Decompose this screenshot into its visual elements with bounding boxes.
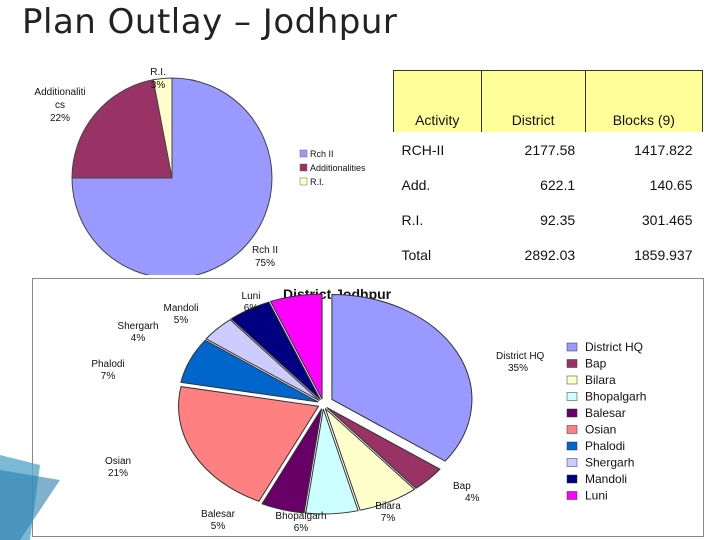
slice-label: cs (55, 100, 65, 111)
legend-swatch (566, 441, 578, 451)
table-row: RCH-II 2177.58 1417.822 (393, 132, 703, 167)
slice-label: Shergarh (117, 321, 158, 332)
legend-label: Luni (585, 489, 608, 503)
pie-slice (152, 77, 173, 179)
pie-slice (305, 408, 359, 515)
district-value: 2177.58 (481, 132, 586, 167)
pie-slice (261, 408, 323, 514)
row-label: R.I. (393, 202, 482, 237)
legend-label: Bhopalgarh (585, 390, 646, 404)
legend-swatch (566, 375, 578, 385)
legend-swatch (299, 163, 308, 172)
header-blocks: Blocks (9) (585, 70, 704, 132)
blocks-value: 140.65 (585, 167, 703, 202)
slice-label: Phalodi (91, 359, 124, 370)
legend-swatch (566, 474, 578, 484)
pie-slice (326, 406, 441, 489)
slice-label: Bhopalgarh (275, 511, 326, 522)
legend-swatch (566, 342, 578, 352)
district-value: 92.35 (481, 202, 586, 237)
outlay-pie-chart: Rch II 75% Additionaliti cs 22% R.I. 3% Rch II A… (34, 67, 366, 275)
legend-label: Shergarh (585, 456, 634, 470)
slice-percent: 6% (244, 303, 259, 314)
slice-label: Bilara (375, 501, 401, 512)
legend-swatch (566, 458, 578, 467)
slice-label: Bap (453, 481, 471, 492)
slice-percent: 4% (465, 493, 480, 504)
table-row: Total 2892.03 1859.937 (393, 237, 703, 272)
blocks-value: 301.465 (585, 202, 703, 237)
legend-swatch (566, 392, 578, 401)
legend-label: Mandoli (585, 472, 627, 486)
outlay-table: Activity District Blocks (9) RCH-II 2177… (393, 70, 704, 272)
slice-label: Balesar (201, 509, 236, 520)
slice-percent: 21% (108, 468, 128, 479)
legend-label: R.I. (310, 177, 324, 187)
legend-swatch (566, 425, 578, 434)
slice-label: Additionaliti (34, 87, 85, 98)
slice-percent: 22% (50, 113, 70, 124)
legend-swatch (566, 359, 578, 368)
pie-slice (180, 339, 319, 403)
legend-label: Bap (585, 357, 607, 371)
slice-label: Rch II (252, 245, 278, 256)
pie-slice (71, 79, 173, 179)
pie-slice (230, 301, 321, 401)
pie-slice (331, 293, 473, 462)
legend-swatch (299, 177, 308, 186)
row-label: RCH-II (393, 132, 482, 167)
table-row: R.I. 92.35 301.465 (393, 202, 703, 237)
slice-percent: 35% (508, 363, 528, 374)
slide-decoration (0, 455, 60, 540)
legend-label: Bilara (585, 373, 616, 387)
slice-percent: 7% (101, 371, 116, 382)
blocks-value: 1859.937 (585, 237, 703, 272)
slice-percent: 3% (151, 80, 166, 91)
legend-label: Phalodi (585, 439, 625, 453)
legend-label: Osian (585, 423, 616, 437)
legend-label: District HQ (585, 340, 643, 354)
slice-percent: 4% (131, 333, 146, 344)
slice-percent: 7% (381, 513, 396, 524)
slide-title: Plan Outlay – Jodhpur (22, 2, 398, 42)
slice-label: District HQ (496, 351, 545, 362)
district-value: 622.1 (481, 167, 586, 202)
legend-label: Additionalities (310, 163, 366, 173)
slice-percent: 75% (255, 258, 275, 269)
pie-slice (205, 319, 320, 402)
slice-percent: 5% (211, 521, 226, 532)
pie-slice (324, 408, 416, 511)
slice-label: Osian (105, 456, 131, 467)
row-label: Add. (393, 167, 482, 202)
legend-label: Balesar (585, 406, 626, 420)
slice-percent: 5% (174, 315, 189, 326)
slice-label: Luni (242, 291, 261, 302)
district-chart-frame: District Jodhpur District HQ 35% Bap 4% Bilar… (32, 278, 704, 537)
legend-label: Rch II (310, 149, 334, 159)
table-header-row: Activity District Blocks (9) (393, 70, 704, 132)
blocks-value: 1417.822 (585, 132, 703, 167)
slice-percent: 6% (294, 523, 309, 534)
district-value: 2892.03 (481, 237, 586, 272)
slice-label: R.I. (150, 67, 166, 78)
legend-swatch (566, 491, 578, 500)
slice-label: Mandoli (163, 303, 198, 314)
header-district: District (481, 70, 586, 132)
legend-swatch (299, 149, 308, 158)
pie-slice (269, 293, 323, 400)
pie-slice (178, 386, 320, 502)
table-row: Add. 622.1 140.65 (393, 167, 703, 202)
header-activity: Activity (393, 70, 482, 132)
legend-swatch (566, 408, 578, 418)
row-label: Total (393, 237, 482, 272)
